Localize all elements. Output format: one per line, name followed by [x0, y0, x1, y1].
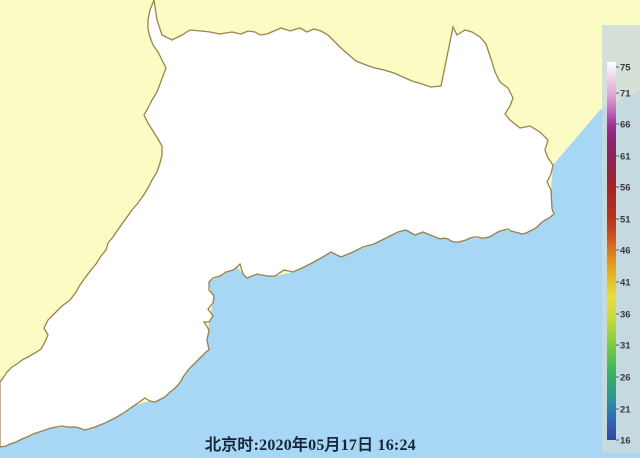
svg-text:26: 26 — [620, 373, 631, 384]
svg-text:21: 21 — [620, 405, 631, 416]
svg-text:41: 41 — [620, 278, 631, 289]
svg-text:61: 61 — [620, 152, 631, 163]
svg-text:71: 71 — [620, 89, 631, 100]
svg-text:46: 46 — [620, 246, 631, 257]
svg-text:31: 31 — [620, 341, 631, 352]
svg-text:56: 56 — [620, 183, 631, 194]
svg-text:75: 75 — [620, 63, 631, 74]
svg-text:66: 66 — [620, 120, 631, 131]
svg-text:51: 51 — [620, 215, 631, 226]
svg-text:36: 36 — [620, 310, 631, 321]
svg-text:16: 16 — [620, 436, 631, 447]
